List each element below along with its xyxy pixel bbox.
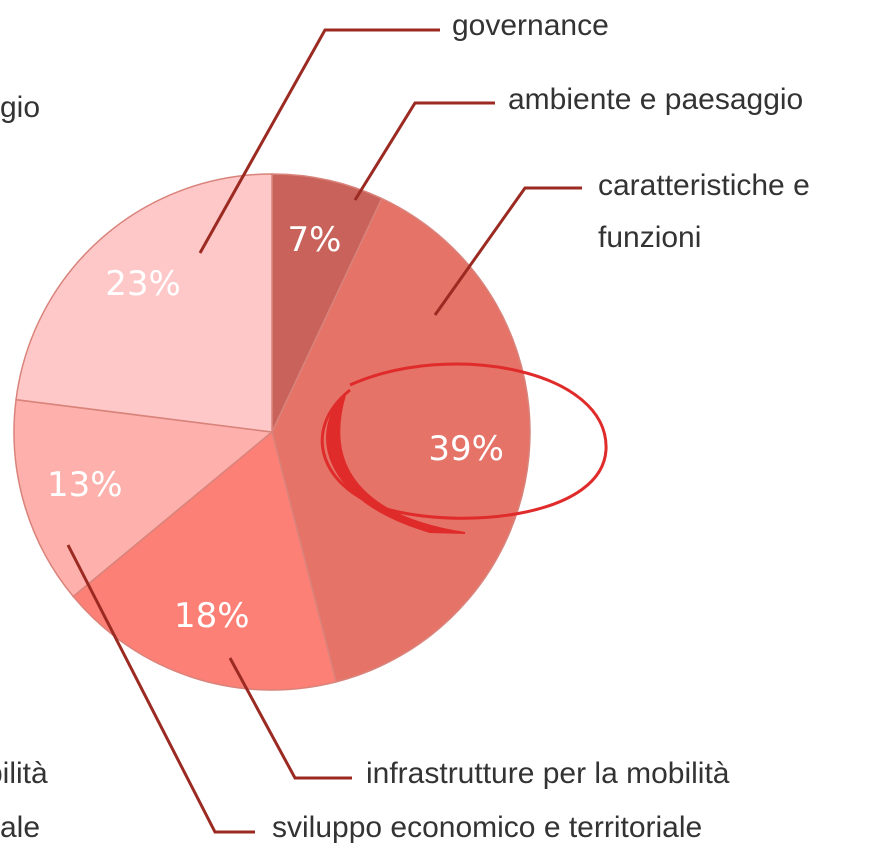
- leader-line: [433, 186, 582, 316]
- highlight-circle: [320, 362, 608, 534]
- value-label: 7%: [288, 220, 342, 260]
- slice: [13, 398, 274, 598]
- label: governance: [452, 9, 609, 42]
- leader-line: [66, 544, 255, 834]
- label: infrastrutture per la mobilità: [366, 757, 730, 790]
- slice: [271, 197, 531, 683]
- leader-lines: [66, 28, 582, 834]
- value-label: 23%: [105, 264, 181, 304]
- leader-line: [353, 101, 495, 201]
- leader-line: [198, 28, 440, 254]
- slice: [72, 430, 338, 691]
- cropped-text: ale: [0, 811, 41, 844]
- annotation-swoosh: [326, 394, 466, 534]
- cropped-text: bilità: [0, 757, 48, 790]
- value-label: 18%: [174, 596, 250, 636]
- label: caratteristiche e funzioni: [598, 169, 810, 254]
- value-label: 39%: [428, 429, 504, 469]
- slice: [271, 173, 383, 433]
- leader-line: [228, 657, 352, 780]
- label: sviluppo economico e territoriale: [272, 811, 703, 844]
- annotation-ellipse: [320, 362, 608, 520]
- label: ambiente e paesaggio: [508, 83, 804, 116]
- value-label: 13%: [47, 465, 123, 505]
- cropped-text: gio: [0, 91, 41, 124]
